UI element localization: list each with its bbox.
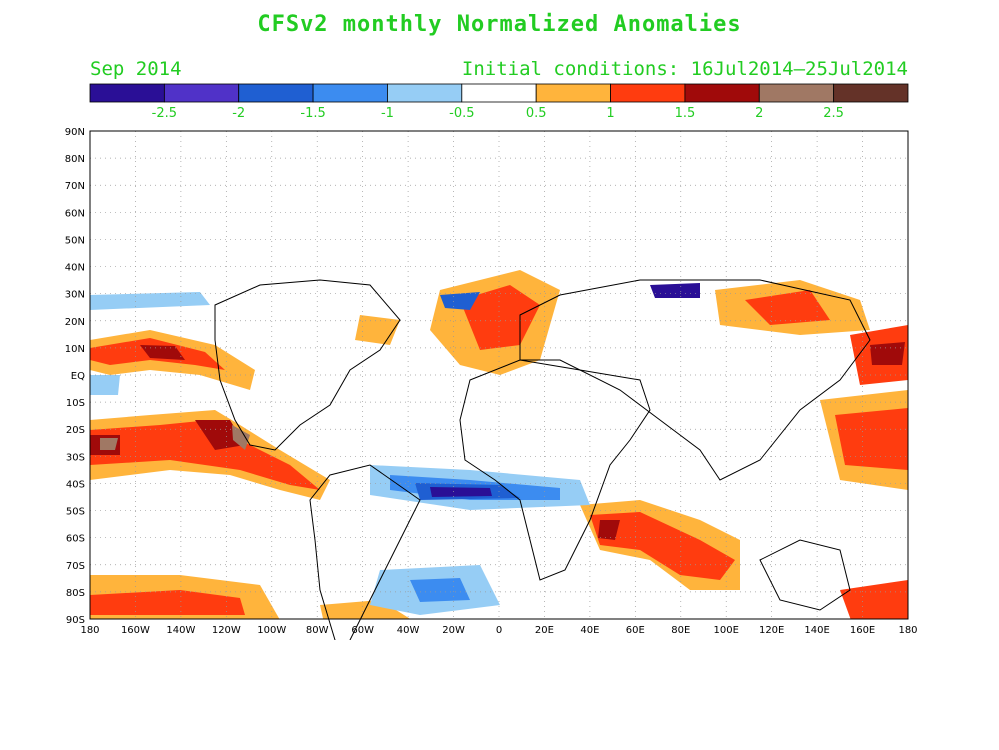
colorbar-swatch	[610, 83, 686, 103]
colorbar-swatch	[163, 83, 240, 103]
lon-tick-label: 140W	[166, 625, 195, 636]
lat-tick-label: 60N	[65, 208, 85, 219]
colorbar-swatch	[89, 83, 165, 103]
lon-tick-label: 160W	[121, 625, 150, 636]
colorbar-label: 2	[755, 106, 763, 120]
lon-tick-label: 180	[898, 625, 917, 636]
lon-tick-label: 20E	[535, 625, 554, 636]
lon-tick-label: 40E	[580, 625, 599, 636]
lon-tick-label: 100W	[257, 625, 286, 636]
lat-tick-label: 70N	[65, 181, 85, 192]
lat-tick-label: 10N	[65, 344, 85, 355]
lat-tick-label: 60S	[66, 534, 85, 545]
map-frame	[89, 130, 909, 620]
colorbar-swatch	[684, 83, 760, 103]
anomaly-fields	[90, 270, 908, 619]
lat-tick-label: 10S	[66, 398, 85, 409]
lon-tick-label: 100E	[714, 625, 739, 636]
lat-tick-label: 90S	[66, 615, 85, 626]
colorbar-swatch	[238, 83, 314, 103]
lat-tick-label: 40S	[66, 479, 85, 490]
lon-tick-label: 20W	[442, 625, 465, 636]
lat-tick-label: 70S	[66, 561, 85, 572]
colorbar-label: 0.5	[526, 106, 547, 120]
lat-tick-label: 80N	[65, 154, 85, 165]
lon-tick-label: 80W	[306, 625, 329, 636]
lat-tick-label: 40N	[65, 263, 85, 274]
colorbar-label: 1.5	[675, 106, 696, 120]
colorbar: -2.5 -2 -1.5 -1 -0.5 0.5 1 1.5 2 2.5	[89, 83, 909, 120]
forecast-month: Sep 2014	[90, 58, 182, 80]
lat-tick-label: 30N	[65, 290, 85, 301]
map-title: CFSv2 monthly Normalized Anomalies	[257, 12, 742, 37]
coastlines	[214, 279, 871, 640]
lon-tick-label: 0	[496, 625, 502, 636]
colorbar-label: 2.5	[823, 106, 844, 120]
colorbar-swatch	[833, 83, 909, 103]
colorbar-swatch	[535, 83, 611, 103]
lat-tick-label: EQ	[71, 371, 85, 382]
lon-tick-label: 40W	[397, 625, 420, 636]
colorbar-swatch	[461, 83, 537, 103]
colorbar-swatch	[387, 83, 463, 103]
colorbar-label: -2.5	[152, 106, 177, 120]
lat-tick-label: 50S	[66, 507, 85, 518]
lat-tick-label: 20N	[65, 317, 85, 328]
lat-tick-label: 80S	[66, 588, 85, 599]
initial-conditions: Initial conditions: 16Jul2014—25Jul2014	[461, 58, 908, 80]
lon-tick-label: 180	[80, 625, 99, 636]
colorbar-swatch	[758, 83, 835, 103]
colorbar-label: -1.5	[300, 106, 325, 120]
lon-tick-label: 140E	[804, 625, 829, 636]
lon-tick-label: 160E	[850, 625, 875, 636]
colorbar-label: 1	[606, 106, 614, 120]
colorbar-label: -1	[381, 106, 394, 120]
colorbar-label: -0.5	[449, 106, 474, 120]
lat-tick-label: 90N	[65, 127, 85, 138]
lon-tick-label: 60W	[351, 625, 374, 636]
lat-tick-label: 20S	[66, 425, 85, 436]
lat-tick-label: 30S	[66, 452, 85, 463]
colorbar-label: -2	[232, 106, 245, 120]
colorbar-swatch	[312, 83, 388, 103]
lon-tick-label: 80E	[671, 625, 690, 636]
lon-tick-label: 120E	[759, 625, 784, 636]
lat-tick-label: 50N	[65, 235, 85, 246]
lon-tick-label: 60E	[626, 625, 645, 636]
lon-tick-label: 120W	[212, 625, 241, 636]
anomaly-map: 90N 80N 70N 60N 50N 40N 30N 20N 10N EQ 10S 20S 30S 40…	[65, 127, 918, 640]
